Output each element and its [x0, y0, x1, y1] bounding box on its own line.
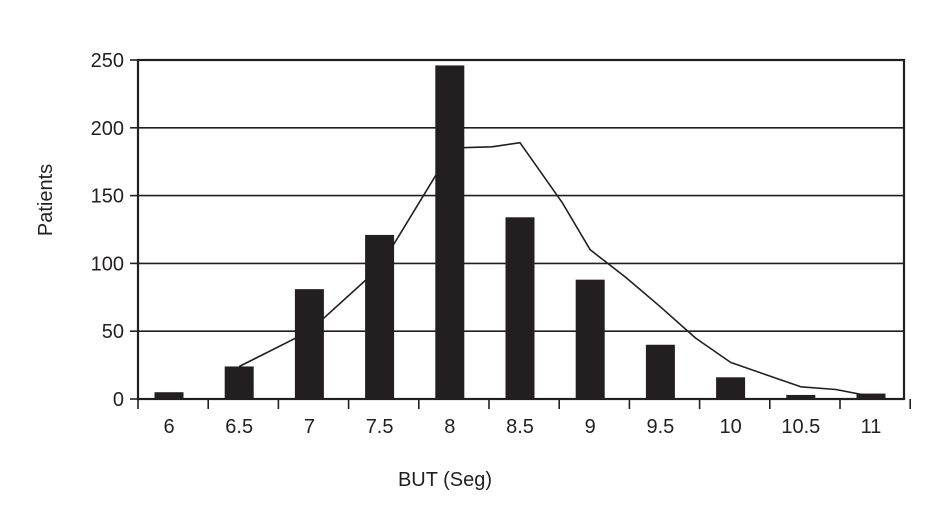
trend-line-group: [238, 141, 872, 398]
y-tick-labels: 0 50 100 150 200 250: [91, 50, 124, 411]
x-tick-label: 9.5: [646, 416, 674, 438]
axes: [130, 58, 912, 409]
y-tick-label: 150: [91, 186, 124, 208]
x-axis-title: BUT (Seg): [398, 469, 492, 491]
bar-8: [435, 65, 465, 399]
bar-7.5: [365, 234, 395, 399]
plot-frame: [136, 58, 906, 401]
x-tick-label: 9: [585, 416, 596, 438]
bar-6: [154, 392, 184, 399]
x-tick-label: 8.5: [506, 416, 534, 438]
y-tick-label: 200: [91, 118, 124, 140]
x-tick-labels: 6 6.5 7 7.5 8 8.5 9 9.5 10 10.5 11: [163, 416, 881, 438]
x-tick-label: 11: [861, 416, 882, 438]
x-tick-label: 7: [304, 416, 315, 438]
x-tick-label: 10.5: [781, 416, 820, 438]
bar-9.5: [645, 344, 675, 399]
x-tick-label: 6.5: [225, 416, 253, 438]
x-tick-label: 10: [719, 416, 741, 438]
bar-10: [716, 377, 746, 399]
y-axis-title: Patients: [35, 164, 57, 236]
bar-9: [575, 279, 605, 399]
bar-7: [294, 289, 324, 399]
x-tick-label: 6: [163, 416, 174, 438]
trend-line: [238, 141, 872, 398]
y-tick-label: 50: [102, 321, 124, 343]
bar-8.5: [505, 217, 535, 399]
y-tick-label: 100: [91, 253, 124, 275]
bars: [154, 65, 886, 399]
bar-6.5: [224, 366, 254, 399]
y-tick-label: 250: [91, 50, 124, 72]
y-tick-label: 0: [113, 389, 124, 411]
bar-10.5: [786, 394, 816, 399]
x-tick-label: 8: [444, 416, 455, 438]
x-tick-label: 7.5: [366, 416, 394, 438]
